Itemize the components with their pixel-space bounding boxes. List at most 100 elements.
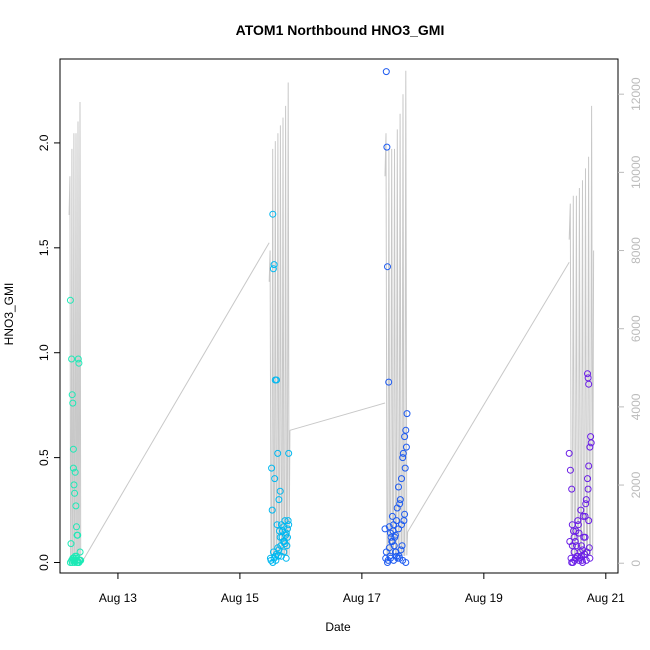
data-point <box>393 517 401 525</box>
data-point <box>398 521 405 529</box>
axes-layer: Aug 13 Aug 15 Aug 17 Aug 19 Aug 21 0.0 0.5 1.0 1… <box>37 77 643 605</box>
secondary-flight-trace <box>268 82 291 556</box>
x-tick-label: Aug 15 <box>221 591 259 605</box>
data-point <box>585 517 593 525</box>
data-point <box>281 540 289 548</box>
data-point <box>584 485 592 493</box>
data-point <box>75 359 83 367</box>
data-point <box>579 559 587 566</box>
data-point <box>76 556 84 564</box>
data-point <box>74 531 82 539</box>
data-point <box>581 512 589 520</box>
data-point <box>584 370 591 378</box>
data-point <box>402 426 410 434</box>
data-point <box>401 464 409 472</box>
x-tick-label: Aug 21 <box>587 591 625 605</box>
y-tick-label: 0.0 <box>37 554 51 571</box>
data-point <box>398 542 406 550</box>
y-axis-label: HNO3_GMI <box>2 283 16 346</box>
y-tick-label: 1.5 <box>37 239 51 256</box>
data-point <box>384 263 391 271</box>
data-point <box>275 496 283 504</box>
data-point <box>270 261 278 269</box>
data-point <box>397 546 405 554</box>
data-point <box>575 556 583 564</box>
data-point <box>582 556 590 564</box>
data-point <box>399 449 407 457</box>
data-point <box>586 443 594 451</box>
data-point <box>274 449 282 457</box>
y2-tick-label: 4000 <box>629 393 643 420</box>
x-axis-label: Date <box>325 620 351 634</box>
data-point <box>582 500 590 508</box>
data-point <box>269 548 277 556</box>
x-tick-label: Aug 19 <box>465 591 503 605</box>
data-point <box>581 533 589 541</box>
data-point <box>274 544 282 552</box>
data-point <box>385 378 393 386</box>
y2-tick-label: 0 <box>629 560 643 567</box>
data-point <box>273 376 280 384</box>
y2-tick-label: 2000 <box>629 471 643 498</box>
data-point <box>565 449 573 457</box>
data-point <box>568 542 576 550</box>
data-point <box>271 475 279 483</box>
data-point <box>579 512 587 520</box>
data-point <box>585 380 593 388</box>
data-point <box>70 481 78 489</box>
data-point <box>391 531 399 539</box>
data-point <box>73 556 81 564</box>
data-point <box>68 355 76 363</box>
data-point <box>585 544 593 552</box>
secondary-flight-trace <box>568 105 595 556</box>
data-point <box>71 468 79 476</box>
x-tick-label: Aug 17 <box>343 591 381 605</box>
y-tick-label: 1.0 <box>37 344 51 361</box>
secondary-flight-trace <box>384 70 409 556</box>
chart-title: ATOM1 Northbound HNO3_GMI <box>236 22 445 38</box>
data-point <box>568 485 576 493</box>
data-point <box>269 265 277 273</box>
data-point <box>582 496 590 504</box>
data-point <box>577 542 585 550</box>
data-point <box>71 489 79 497</box>
plot-frame <box>59 58 619 574</box>
y-tick-label: 2.0 <box>37 134 51 151</box>
data-point <box>395 483 402 491</box>
x-tick-label: Aug 13 <box>99 591 137 605</box>
data-point <box>570 548 578 556</box>
data-point <box>284 525 291 533</box>
secondary-flight-trace <box>68 101 82 564</box>
points-layer <box>66 68 595 566</box>
data-point <box>274 552 282 560</box>
data-point <box>69 399 77 407</box>
data-point <box>585 462 593 470</box>
y-tick-label: 0.5 <box>37 449 51 466</box>
data-point <box>396 496 404 504</box>
data-point <box>285 449 293 457</box>
data-point <box>568 559 576 566</box>
data-point <box>586 554 594 562</box>
data-point <box>381 525 389 533</box>
data-point <box>402 443 410 451</box>
data-point <box>271 552 279 560</box>
data-point <box>403 410 411 418</box>
data-point <box>385 523 393 531</box>
data-point <box>402 559 410 566</box>
data-point <box>398 475 405 483</box>
data-point <box>587 433 595 441</box>
data-point <box>574 552 582 560</box>
data-point <box>69 445 77 453</box>
data-point <box>577 506 585 514</box>
y2-tick-label: 10000 <box>629 155 643 189</box>
data-point <box>388 538 396 545</box>
data-point <box>66 296 74 304</box>
data-point <box>276 533 284 541</box>
data-point <box>273 521 281 529</box>
data-point <box>284 517 292 525</box>
data-point <box>71 556 79 564</box>
data-point <box>579 546 587 554</box>
data-point <box>383 143 391 151</box>
data-point <box>280 548 288 556</box>
